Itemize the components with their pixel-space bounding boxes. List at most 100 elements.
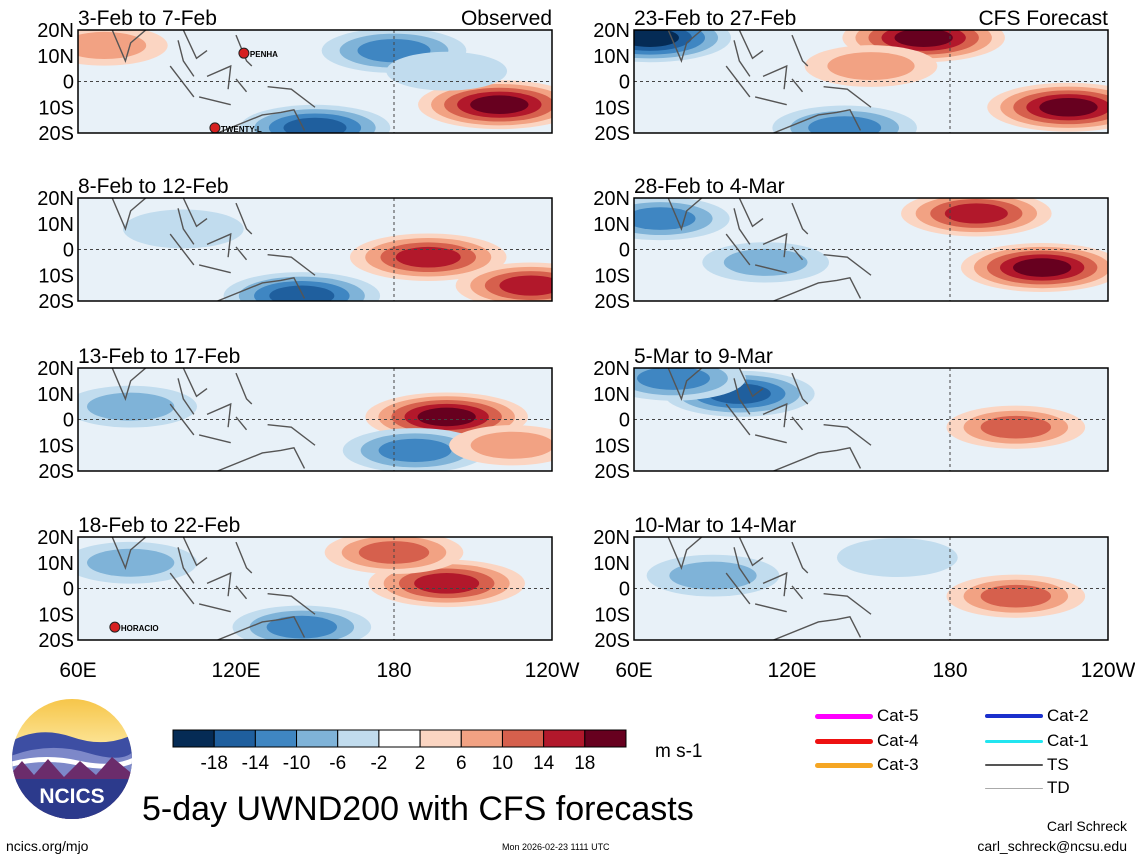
- x-tick-label: 60E: [59, 659, 96, 682]
- panel-frame: [633, 29, 1109, 134]
- y-tick-label: 0: [63, 579, 74, 601]
- colorbar-tick-label: -6: [329, 753, 346, 774]
- legend-label: Cat-3: [877, 755, 919, 774]
- anomaly-contour: [78, 31, 147, 59]
- y-tick-label: 20N: [593, 527, 630, 549]
- anomaly-contour: [470, 431, 552, 459]
- y-tick-label: 20N: [37, 20, 74, 42]
- anomaly-contour: [358, 541, 430, 564]
- map-panel: 23-Feb to 27-Feb CFS Forecast 20N 10N 0 10S 20…: [593, 7, 1109, 145]
- y-tick-label: 0: [63, 240, 74, 262]
- colorbar-swatch: [213, 729, 256, 748]
- panel-date-label: 5-Mar to 9-Mar: [634, 345, 773, 368]
- footer-email[interactable]: carl_schreck@ncsu.edu: [977, 838, 1127, 854]
- legend-item-cat-2: Cat-2: [985, 706, 1089, 726]
- y-tick-label: 10S: [594, 604, 630, 626]
- y-tick-label: 20N: [37, 188, 74, 210]
- legend-label: Cat-1: [1047, 731, 1089, 750]
- legend-item-cat-1: Cat-1: [985, 731, 1089, 751]
- anomaly-contour: [266, 615, 338, 639]
- panel-frame: [77, 197, 553, 302]
- y-tick-label: 20S: [594, 291, 630, 313]
- y-tick-label: 10S: [594, 97, 630, 119]
- anomaly-contour: [269, 285, 335, 301]
- anomaly-contour: [87, 548, 175, 577]
- legend-line-swatch: [985, 739, 1043, 743]
- y-tick-label: 10S: [38, 97, 74, 119]
- colorbar-swatch: [296, 729, 339, 748]
- legend-line-swatch: [815, 762, 873, 768]
- panel-date-label: 28-Feb to 4-Mar: [634, 175, 785, 198]
- colorbar-swatch: [543, 729, 586, 748]
- anomaly-contour: [1013, 258, 1072, 277]
- anomaly-contour: [808, 116, 882, 133]
- legend-label: TD: [1047, 778, 1070, 797]
- x-tick-label: 180: [376, 659, 411, 682]
- legend-label: Cat-2: [1047, 706, 1089, 725]
- colorbar-swatch: [254, 729, 298, 748]
- map-panel: PENHA TWENTY-L 3-Feb to 7-Feb Observed 20N 10…: [37, 7, 553, 145]
- x-tick-label: 120W: [1081, 659, 1135, 682]
- y-tick-label: 10N: [37, 46, 74, 68]
- panel-date-label: 18-Feb to 22-Feb: [78, 514, 240, 537]
- legend-label: TS: [1047, 755, 1069, 774]
- y-tick-label: 10N: [593, 214, 630, 236]
- legend-line-swatch: [815, 738, 873, 744]
- anomaly-contour: [980, 415, 1052, 439]
- y-tick-label: 20N: [593, 20, 630, 42]
- anomaly-contour: [378, 438, 452, 463]
- logo-text: NCICS: [39, 785, 104, 808]
- legend-item-cat-5: Cat-5: [815, 706, 919, 726]
- anomaly-contour: [723, 248, 808, 276]
- y-tick-label: 10S: [38, 265, 74, 287]
- y-tick-label: 20N: [37, 358, 74, 380]
- colorbar-tick-label: -14: [242, 753, 270, 774]
- colorbar-swatch: [172, 729, 215, 748]
- y-tick-label: 10N: [593, 46, 630, 68]
- y-tick-label: 0: [63, 410, 74, 432]
- storm-label: PENHA: [250, 50, 278, 59]
- chart-title: 5-day UWND200 with CFS forecasts: [142, 790, 694, 828]
- panel-date-label: 3-Feb to 7-Feb: [78, 7, 217, 30]
- anomaly-contour: [499, 275, 552, 296]
- panel-date-label: 13-Feb to 17-Feb: [78, 345, 240, 368]
- y-tick-label: 20N: [593, 188, 630, 210]
- panel-frame: [633, 367, 1109, 472]
- panel-date-label: 10-Mar to 14-Mar: [634, 514, 796, 537]
- x-tick-label: 120E: [211, 659, 260, 682]
- legend-line-swatch: [985, 764, 1043, 766]
- colorbar-tick-label: 6: [456, 753, 467, 774]
- footer-url[interactable]: ncics.org/mjo: [6, 838, 89, 854]
- y-tick-label: 10N: [37, 553, 74, 575]
- anomaly-contour: [836, 538, 958, 578]
- panel-source-tag: CFS Forecast: [978, 7, 1108, 30]
- anomaly-contour: [980, 584, 1052, 608]
- y-tick-label: 20S: [594, 461, 630, 483]
- colorbar-tick-label: 14: [533, 753, 555, 774]
- y-tick-label: 10N: [593, 384, 630, 406]
- anomaly-contour: [414, 573, 480, 594]
- y-tick-label: 20S: [38, 123, 74, 145]
- colorbar-tick-label: 2: [415, 753, 426, 774]
- colorbar-swatch: [337, 729, 380, 748]
- footer-author: Carl Schreck: [1046, 818, 1127, 834]
- panel-frame: [77, 29, 553, 134]
- anomaly-contour: [87, 392, 175, 421]
- y-tick-label: 10N: [37, 214, 74, 236]
- y-tick-label: 20S: [38, 461, 74, 483]
- y-tick-label: 10S: [594, 435, 630, 457]
- y-tick-label: 20S: [38, 291, 74, 313]
- storm-marker: TWENTY-L: [209, 122, 262, 134]
- colorbar-swatch: [419, 729, 462, 748]
- y-tick-label: 20N: [593, 358, 630, 380]
- x-tick-label: 120W: [525, 659, 580, 682]
- panel-date-label: 23-Feb to 27-Feb: [634, 7, 796, 30]
- anomaly-contour: [395, 246, 461, 268]
- anomaly-contour: [827, 52, 915, 81]
